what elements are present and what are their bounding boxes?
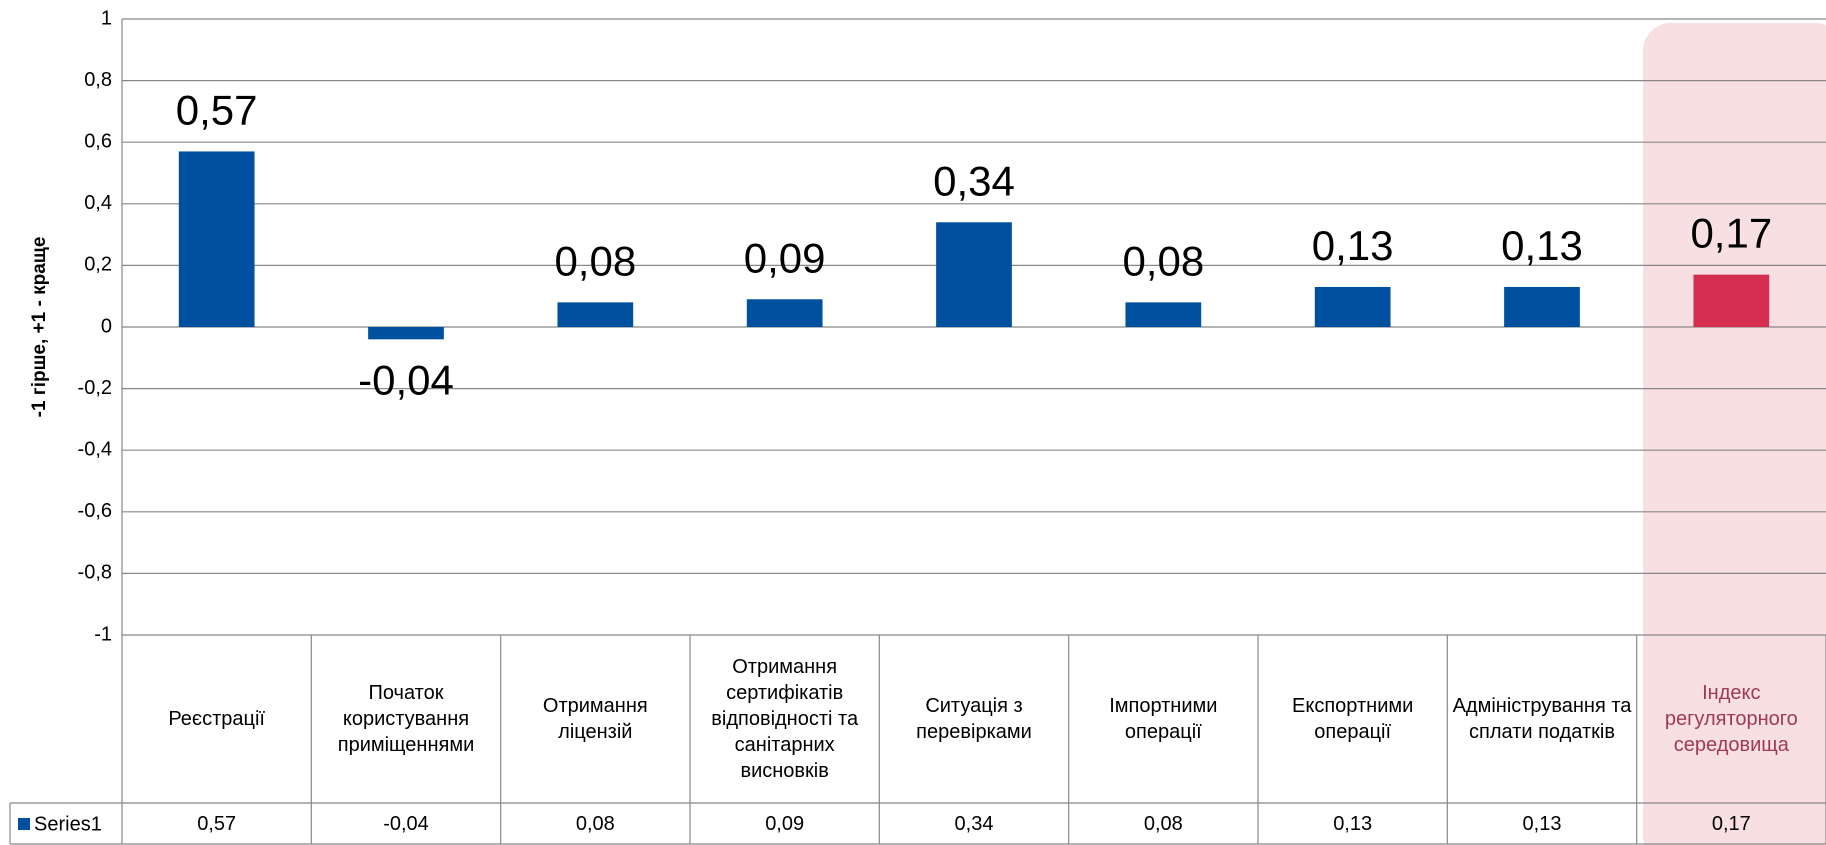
table-value: 0,57 <box>197 812 237 835</box>
bar <box>746 299 823 327</box>
legend-label: Series1 <box>34 813 102 835</box>
bar <box>1693 274 1770 327</box>
y-tick-label: 0,2 <box>84 254 112 276</box>
table-value: 0,13 <box>1333 812 1373 835</box>
data-label: 0,17 <box>1690 210 1772 257</box>
data-label: 0,09 <box>744 234 826 281</box>
bar <box>368 327 444 340</box>
x-tick-label: Ситуація з перевірками <box>916 695 1032 743</box>
bar <box>557 302 634 327</box>
table-value: 0,08 <box>575 812 615 835</box>
x-tick-label: Індекс регуляторного середовища <box>1664 682 1798 756</box>
y-tick-label: -1 <box>94 623 112 645</box>
data-label: 0,34 <box>933 157 1015 204</box>
table-value: 0,34 <box>954 812 994 835</box>
y-tick-label: -0,6 <box>78 500 112 522</box>
x-tick-label: Експортними операції <box>1292 695 1414 743</box>
bar <box>1504 286 1580 327</box>
x-tick-label: Адміністрування та сплати податків <box>1452 695 1632 743</box>
legend-swatch <box>18 818 30 830</box>
data-label: -0,04 <box>358 356 454 403</box>
data-label: 0,08 <box>554 237 636 284</box>
x-tick-label: Початок користування приміщеннями <box>337 682 475 756</box>
data-label: 0,08 <box>1122 237 1204 284</box>
y-tick-label: 0,8 <box>84 69 112 91</box>
y-tick-label: -0,8 <box>78 562 112 584</box>
y-tick-label: 0,6 <box>84 130 112 152</box>
table-value: -0,04 <box>383 812 429 835</box>
y-axis-label: -1 гірше, +1 - краще <box>29 237 50 418</box>
bar <box>1314 286 1391 327</box>
data-label: 0,13 <box>1312 222 1394 269</box>
x-tick-label: Реєстрації <box>168 708 265 730</box>
table-value: 0,08 <box>1143 812 1183 835</box>
y-tick-label: 0,4 <box>84 192 112 214</box>
x-tick-label: Імпортними операції <box>1109 695 1218 743</box>
y-tick-label: -0,4 <box>78 438 112 460</box>
table-value: 0,09 <box>765 812 805 835</box>
x-tick-label: Отримання ліцензій <box>542 695 648 743</box>
y-tick-label: -0,2 <box>78 377 112 399</box>
y-tick-label: 0 <box>101 315 112 337</box>
data-label: 0,57 <box>176 87 258 134</box>
x-tick-label: Отримання сертифікатів відповідності та … <box>711 656 859 782</box>
bar <box>1125 302 1202 327</box>
data-label: 0,13 <box>1501 222 1583 269</box>
bar <box>936 222 1012 327</box>
y-tick-label: 1 <box>101 7 112 29</box>
highlight-area <box>1643 23 1826 845</box>
table-value: 0,17 <box>1711 812 1751 835</box>
bar <box>178 151 255 327</box>
table-value: 0,13 <box>1522 812 1562 835</box>
